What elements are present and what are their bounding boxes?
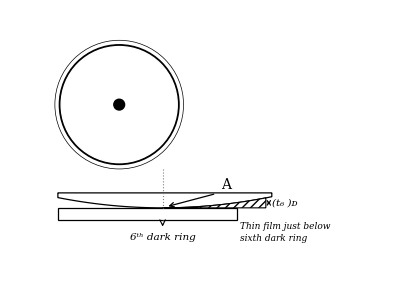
Circle shape bbox=[75, 61, 163, 149]
Circle shape bbox=[59, 45, 179, 165]
Text: Thin film just below
sixth dark ring: Thin film just below sixth dark ring bbox=[240, 222, 331, 243]
Circle shape bbox=[64, 49, 175, 160]
Circle shape bbox=[105, 90, 134, 119]
Circle shape bbox=[94, 79, 145, 130]
Polygon shape bbox=[58, 193, 272, 208]
Circle shape bbox=[114, 99, 124, 110]
Circle shape bbox=[90, 76, 148, 134]
Circle shape bbox=[73, 58, 166, 151]
Circle shape bbox=[109, 95, 129, 115]
Circle shape bbox=[81, 66, 158, 143]
Circle shape bbox=[84, 69, 154, 140]
Circle shape bbox=[70, 56, 168, 153]
Text: (t₆ )ᴅ: (t₆ )ᴅ bbox=[272, 198, 298, 207]
Circle shape bbox=[61, 47, 177, 163]
Circle shape bbox=[97, 82, 141, 127]
Text: 6ᵗʰ dark ring: 6ᵗʰ dark ring bbox=[130, 233, 196, 242]
Circle shape bbox=[66, 51, 173, 158]
Bar bbox=[58, 208, 238, 220]
Circle shape bbox=[68, 53, 170, 156]
Circle shape bbox=[114, 99, 124, 110]
Circle shape bbox=[53, 39, 185, 170]
Circle shape bbox=[78, 64, 160, 146]
Polygon shape bbox=[162, 198, 266, 208]
Circle shape bbox=[101, 86, 138, 123]
Circle shape bbox=[87, 72, 152, 137]
Text: A: A bbox=[221, 178, 231, 192]
